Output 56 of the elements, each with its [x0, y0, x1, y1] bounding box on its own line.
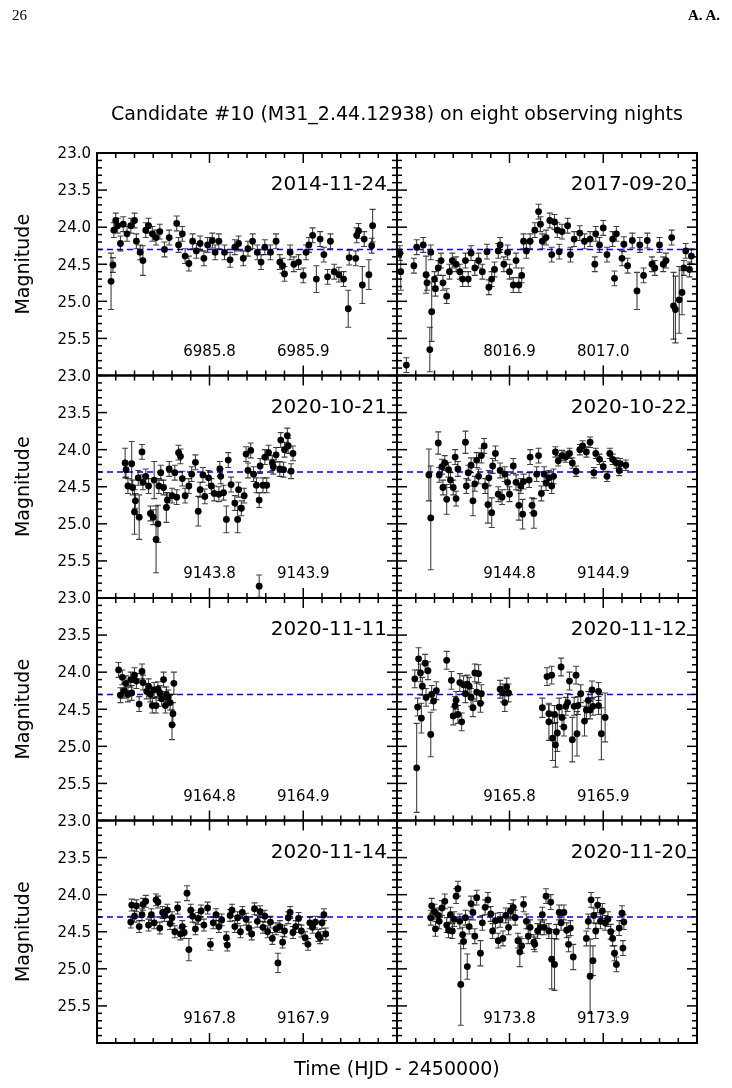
x-tick-label: 9144.9	[577, 564, 630, 582]
y-tick-label: 23.0	[57, 144, 91, 163]
x-tick-label: 8016.9	[483, 341, 536, 360]
y-axis-title: Magnitude	[11, 436, 33, 538]
y-tick-label: 23.0	[57, 589, 91, 608]
y-tick-label: 25.0	[57, 292, 91, 311]
text: 26	[12, 7, 28, 23]
y-tick-label: 25.5	[57, 997, 91, 1016]
y-tick-label: 24.5	[57, 478, 91, 496]
y-tick-label: 23.5	[57, 181, 91, 200]
x-tick-label: 9167.9	[277, 1009, 330, 1027]
y-axis-title: Magnitude	[11, 213, 33, 315]
x-tick-label: 9173.9	[577, 1009, 630, 1027]
x-tick-label: 9143.9	[277, 564, 330, 582]
y-tick-label: 24.5	[57, 700, 91, 719]
annotation: 2020-11-14	[270, 838, 387, 863]
x-tick-label: 9143.8	[183, 564, 236, 582]
text: A. A.	[687, 7, 721, 23]
x-tick-label: 9164.8	[183, 786, 236, 805]
y-tick-label: 23.0	[57, 811, 91, 830]
y-tick-label: 25.0	[57, 515, 91, 534]
y-tick-label: 25.5	[57, 552, 91, 571]
y-tick-label: 24.0	[57, 440, 91, 459]
y-axis-title: Magnitude	[11, 658, 33, 760]
annotation: 2020-10-21	[270, 393, 387, 418]
chart-title: Candidate #10 (M31_2.44.12938) on eight observing nights	[111, 102, 683, 125]
y-tick-label: 25.5	[57, 774, 91, 793]
x-tick-label: 9165.8	[483, 786, 536, 805]
x-tick-label: 9167.8	[183, 1009, 236, 1027]
y-tick-label: 25.0	[57, 737, 91, 756]
annotation: 2020-11-12	[570, 616, 687, 640]
y-tick-label: 23.5	[57, 848, 91, 867]
x-tick-label: 9144.8	[483, 564, 536, 582]
y-tick-label: 24.5	[57, 923, 91, 941]
annotation: 2020-10-22	[570, 393, 687, 418]
y-tick-label: 23.5	[57, 403, 91, 422]
y-tick-label: 24.0	[57, 885, 91, 904]
y-tick-label: 23.5	[57, 626, 91, 645]
y-tick-label: 23.0	[57, 366, 91, 385]
x-tick-label: 9164.9	[277, 786, 330, 805]
annotation: 2014-11-24	[270, 171, 387, 195]
annotation: 2020-11-20	[570, 838, 687, 863]
y-axis-title: Magnitude	[11, 881, 33, 983]
y-tick-label: 24.5	[57, 255, 91, 274]
y-tick-label: 24.0	[57, 218, 91, 237]
y-tick-label: 25.0	[57, 960, 91, 979]
x-tick-label: 8017.0	[577, 341, 630, 360]
y-tick-label: 24.0	[57, 663, 91, 682]
x-tick-label: 9165.9	[577, 786, 630, 805]
x-tick-label: 9173.8	[483, 1009, 536, 1027]
annotation: 2017-09-20	[570, 171, 687, 195]
y-tick-label: 25.5	[57, 329, 91, 348]
x-tick-label: 6985.9	[277, 341, 330, 360]
annotation: 2020-11-11	[270, 616, 387, 640]
x-axis-title: Time (HJD - 2450000)	[293, 1057, 500, 1079]
x-tick-label: 6985.8	[183, 341, 236, 360]
